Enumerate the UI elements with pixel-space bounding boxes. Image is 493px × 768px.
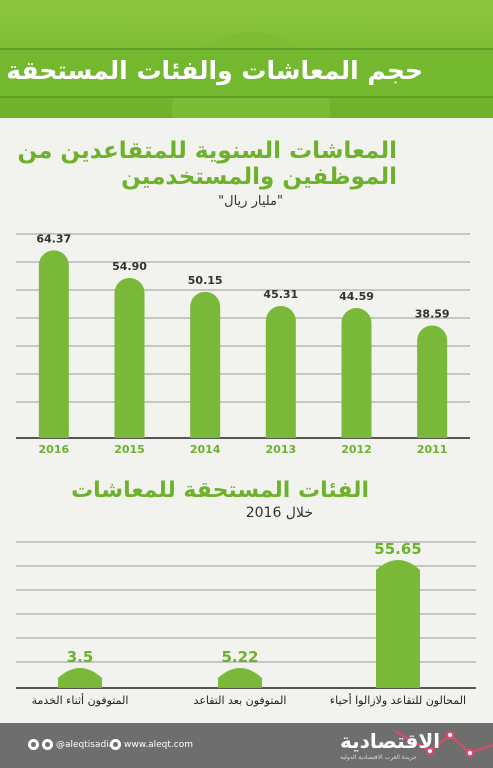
tick-label: المحالون للتقاعد ولازالوا أحياء [330, 693, 466, 707]
chart1-title-line2: الموظفين والمستخدمين [121, 164, 397, 190]
footer-website-text: www.aleqt.com [124, 740, 193, 750]
tick-label: 2012 [341, 443, 372, 456]
data-label: 45.31 [263, 288, 298, 301]
footer-social-handle: @aleqtisadiah [56, 740, 120, 750]
bar [114, 278, 145, 438]
bar [218, 668, 262, 688]
tick-label: 2014 [190, 443, 221, 456]
bar [417, 325, 448, 438]
chart1-unit: "مليار ريال" [218, 194, 283, 209]
chart2-title: الفئات المستحقة للمعاشات [71, 478, 369, 503]
data-label: 64.37 [36, 232, 71, 245]
data-label: 54.90 [112, 260, 147, 273]
bar [265, 305, 296, 438]
tick-label: 2015 [114, 443, 145, 456]
tick-label: 2011 [417, 443, 448, 456]
bar [38, 250, 69, 438]
header-banner: حجم المعاشات والفئات المستحقة [0, 0, 493, 118]
chart1-title-line1: المعاشات السنوية للمتقاعدين من [17, 138, 397, 164]
logo-subtitle: جريدة العرب الاقتصادية الدولية [340, 754, 417, 761]
tick-label: 2016 [39, 443, 70, 456]
twitter-icon [28, 739, 39, 750]
bar [58, 668, 102, 688]
data-label: 5.22 [221, 648, 258, 666]
footer-website[interactable]: www.aleqt.com [110, 739, 193, 750]
bar [376, 560, 420, 688]
pensions-bar-chart: 64.37 2016 54.90 2015 50.15 2014 45.31 2013 44.5… [16, 232, 470, 456]
tick-label: المتوفون بعد التقاعد [194, 694, 287, 707]
data-label: 38.59 [415, 308, 450, 321]
logo: الاقتصادية [340, 729, 441, 753]
camera-icon [42, 739, 53, 750]
header-stripe [0, 48, 493, 98]
bar [341, 308, 372, 438]
data-label: 3.5 [67, 648, 94, 666]
data-label: 44.59 [339, 290, 374, 303]
data-label: 50.15 [188, 274, 223, 287]
tick-label: 2013 [266, 443, 297, 456]
footer: @aleqtisadiah www.aleqt.com الاقتصادية ج… [0, 723, 493, 768]
page-title: حجم المعاشات والفئات المستحقة [6, 56, 423, 85]
globe-icon [110, 739, 121, 750]
chart2-subtitle: خلال 2016 [245, 505, 313, 521]
footer-social[interactable]: @aleqtisadiah [28, 739, 120, 750]
tick-label: المتوفون أثناء الخدمة [32, 693, 129, 707]
data-label: 55.65 [374, 540, 421, 558]
categories-bar-chart: 3.5 المتوفون أثناء الخدمة 5.22 المتوفون بعد… [16, 540, 476, 707]
footer-decoration [394, 730, 493, 757]
bar [190, 291, 221, 438]
